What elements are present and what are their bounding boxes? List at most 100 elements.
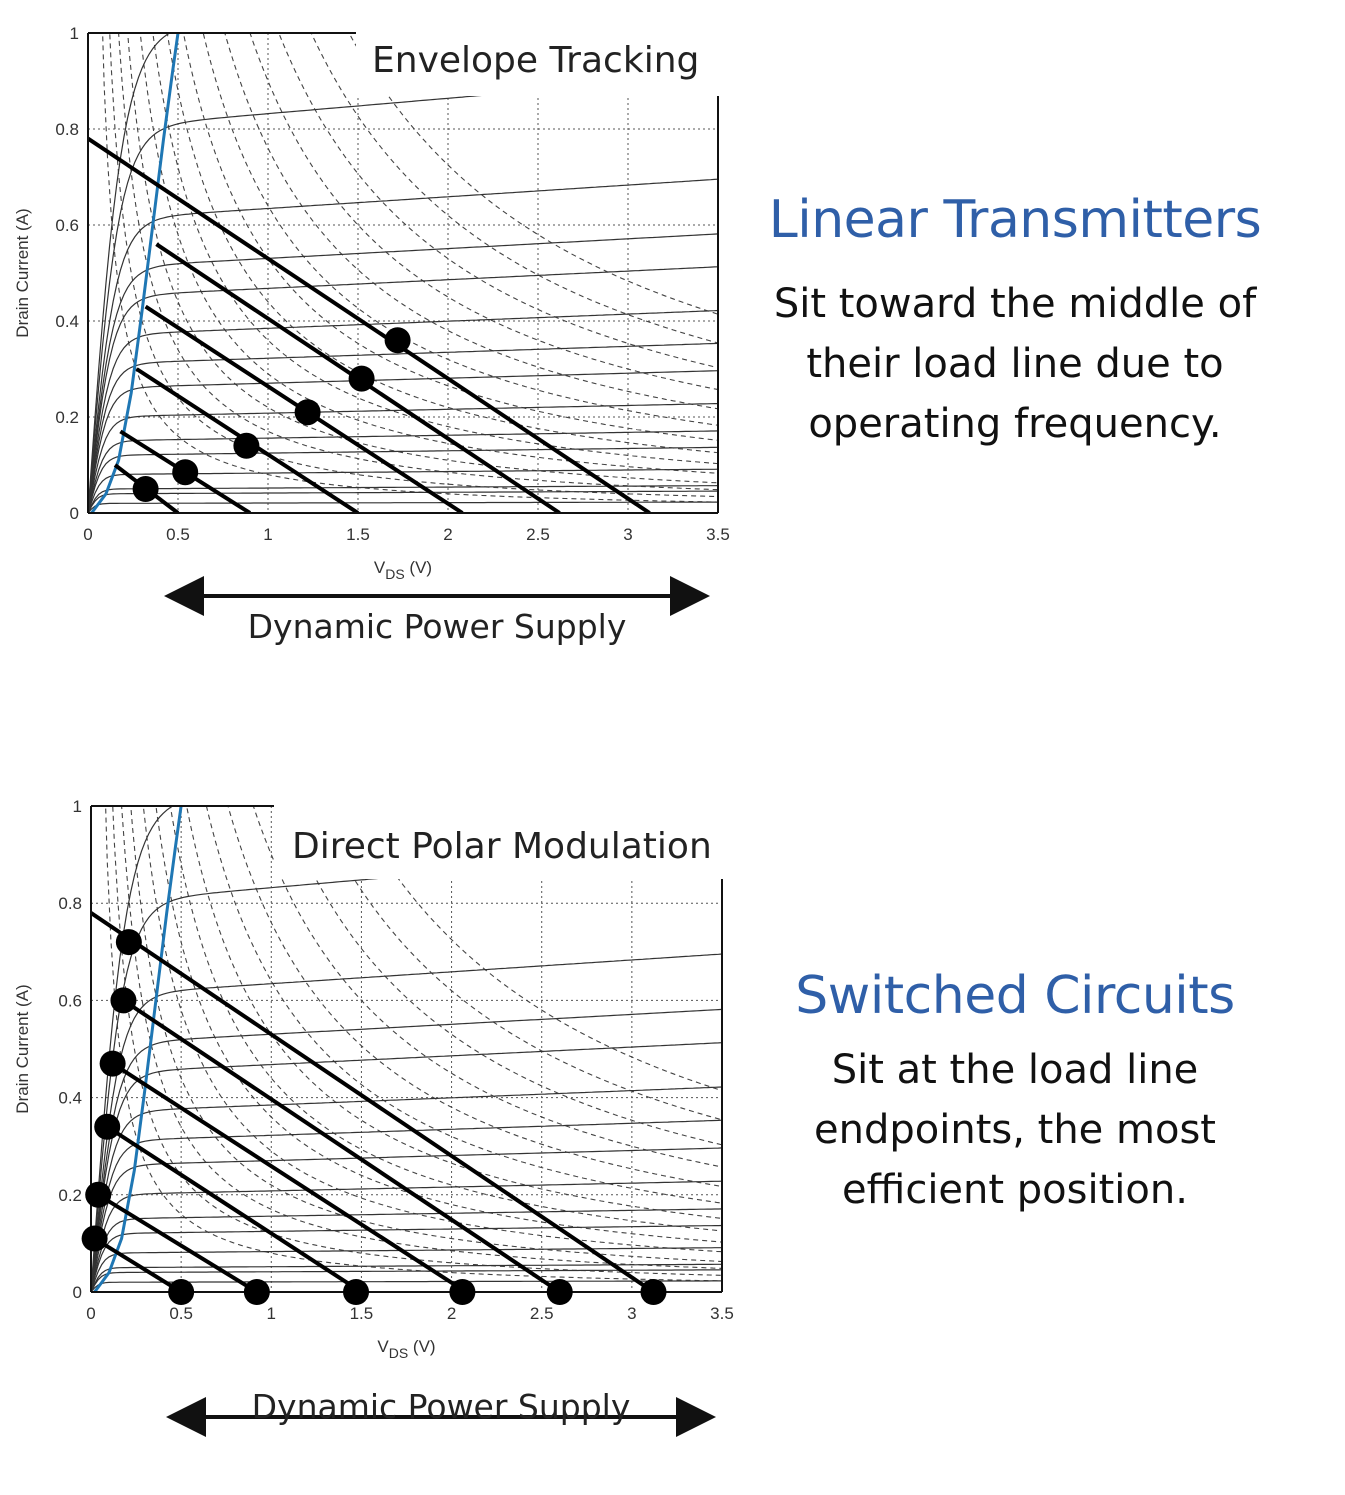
- power-contour-line: [252, 806, 722, 1168]
- iv-curve: [88, 309, 718, 513]
- power-contour-line: [314, 806, 722, 1121]
- x-tick-label: 2: [443, 525, 452, 544]
- power-contour-line: [205, 806, 722, 1204]
- operating-point: [449, 1279, 476, 1305]
- iv-curve: [91, 1119, 722, 1292]
- y-tick-label: 0.4: [55, 312, 79, 331]
- load-line: [88, 136, 651, 513]
- direct-polar-modulation-panel: 0 0.5 1 1.5 2 2.5 3 3.5 0 0.2 0.4 0.6 0.8 1 VDS (V) Dra…: [0, 775, 760, 1495]
- title-backdrop: [274, 804, 754, 879]
- x-tick-label: 3: [627, 1304, 636, 1323]
- load-line: [111, 1061, 468, 1292]
- power-contour-line: [224, 33, 718, 410]
- x-tick-label: 1: [267, 1304, 276, 1323]
- x-tick-label: 1.5: [350, 1304, 374, 1323]
- load-line: [91, 911, 655, 1292]
- y-tick-label: 0: [70, 504, 79, 523]
- y-axis-label: Drain Current (A): [13, 208, 32, 337]
- x-tick-label: 0.5: [169, 1304, 193, 1323]
- x-axis-label: VDS (V): [377, 1337, 435, 1361]
- y-tick-label: 1: [70, 24, 79, 43]
- iv-curve: [91, 1180, 722, 1292]
- envelope-tracking-chart: 0 0.5 1 1.5 2 2.5 3 3.5 0 0.2 0.4 0.6 0.8 1 VDS (V) Dra…: [13, 24, 746, 646]
- linear-transmitters-heading: Linear Transmitters: [768, 190, 1262, 250]
- iv-curve: [88, 178, 718, 513]
- operating-point: [132, 476, 159, 502]
- y-tick-label: 0.6: [58, 991, 82, 1010]
- iv-curve: [91, 1280, 722, 1292]
- operating-point: [99, 1050, 126, 1077]
- power-contour-line: [169, 806, 722, 1232]
- x-axis-label: VDS (V): [374, 558, 432, 582]
- operating-point: [94, 1113, 121, 1140]
- iv-curve: [91, 953, 722, 1292]
- iv-curve: [88, 74, 718, 513]
- iv-curve: [88, 402, 718, 513]
- direct-polar-modulation-chart: 0 0.5 1 1.5 2 2.5 3 3.5 0 0.2 0.4 0.6 0.8 1 VDS (V) Dra…: [13, 797, 754, 1437]
- y-tick-label: 0.8: [58, 894, 82, 913]
- y-tick-label: 0.6: [55, 216, 79, 235]
- load-line: [122, 998, 561, 1292]
- iv-curve: [91, 1247, 722, 1292]
- operating-point: [294, 399, 321, 426]
- operating-point: [243, 1279, 270, 1305]
- power-contour-line: [155, 806, 722, 1243]
- power-contour-line: [118, 33, 718, 491]
- title-backdrop: [356, 31, 746, 96]
- operating-point: [110, 987, 137, 1014]
- x-tick-label: 0: [86, 1304, 95, 1323]
- power-contour-line: [281, 806, 722, 1146]
- y-tick-label: 1: [73, 797, 82, 816]
- x-tick-label: 2.5: [526, 525, 550, 544]
- plot-area: [88, 33, 718, 513]
- power-contour-line: [152, 33, 718, 465]
- x-tick-label: 0: [83, 525, 92, 544]
- power-contour-line: [112, 806, 722, 1276]
- operating-point: [172, 459, 199, 486]
- power-contour-line: [127, 33, 718, 484]
- plot-area: [91, 806, 722, 1292]
- x-tick-label: 3: [623, 525, 632, 544]
- y-tick-label: 0.2: [58, 1186, 82, 1205]
- y-axis-label: Drain Current (A): [13, 984, 32, 1113]
- load-line: [106, 1125, 363, 1292]
- iv-curve: [88, 342, 718, 513]
- operating-point: [168, 1279, 195, 1305]
- power-contour-line: [121, 806, 722, 1269]
- y-tick-label: 0.4: [58, 1089, 82, 1108]
- switched-circuits-callout: Switched Circuits Sit at the load line e…: [745, 966, 1285, 1220]
- operating-point: [640, 1279, 667, 1305]
- power-contour-line: [186, 806, 722, 1219]
- power-contour-line: [227, 806, 722, 1188]
- power-contour-line: [130, 806, 722, 1263]
- operating-point: [384, 327, 411, 354]
- y-tick-label: 0.2: [55, 408, 79, 427]
- iv-curve: [91, 1147, 722, 1292]
- x-tick-label: 2.5: [530, 1304, 554, 1323]
- iv-curve: [91, 1008, 722, 1292]
- operating-point: [85, 1181, 112, 1208]
- power-contour-line: [139, 33, 718, 474]
- knee-curve: [93, 806, 183, 1292]
- operating-point: [343, 1279, 370, 1305]
- load-line: [93, 1236, 183, 1292]
- iv-curve: [88, 266, 718, 513]
- supply-label: Dynamic Power Supply: [248, 607, 627, 646]
- operating-point: [81, 1225, 108, 1252]
- y-tick-label: 0.8: [55, 120, 79, 139]
- iv-curve: [91, 1042, 722, 1292]
- power-contour-line: [182, 33, 718, 441]
- operating-point: [348, 365, 375, 392]
- operating-point: [115, 929, 142, 956]
- iv-curve: [88, 485, 718, 513]
- power-contour-line: [310, 33, 718, 344]
- iv-curve: [88, 501, 718, 513]
- y-tick-label: 0: [73, 1283, 82, 1302]
- operating-point: [546, 1279, 573, 1305]
- chart-title: Direct Polar Modulation: [292, 826, 712, 867]
- power-contour-line: [351, 806, 722, 1092]
- chart-title: Envelope Tracking: [372, 40, 699, 81]
- power-contour-line: [348, 33, 718, 315]
- x-tick-label: 0.5: [166, 525, 190, 544]
- power-contour-line: [249, 33, 718, 391]
